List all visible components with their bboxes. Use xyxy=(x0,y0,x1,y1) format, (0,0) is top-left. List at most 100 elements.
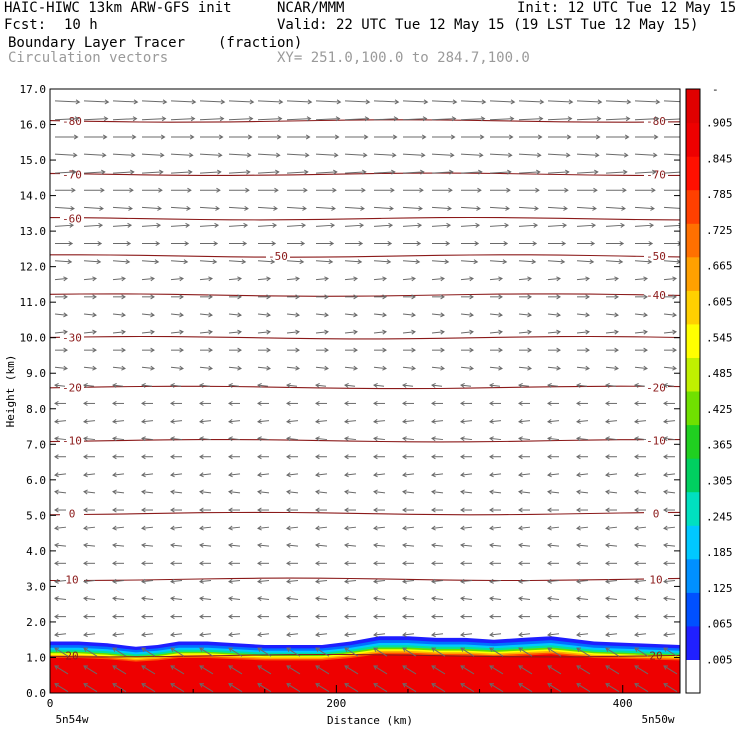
x-tick-label: 0 xyxy=(47,697,54,710)
wind-vector xyxy=(199,436,212,442)
wind-vector xyxy=(344,312,358,318)
wind-vector xyxy=(142,347,155,353)
wind-vector xyxy=(634,418,647,424)
wind-vector xyxy=(258,294,271,300)
wind-vector xyxy=(286,418,299,424)
wind-vector xyxy=(402,665,417,675)
wind-vector xyxy=(605,560,617,566)
contour--30 xyxy=(50,335,680,340)
wind-vector xyxy=(199,489,212,495)
org-label: NCAR/MMM xyxy=(277,0,345,16)
wind-vector xyxy=(518,418,531,424)
wind-vector xyxy=(257,169,280,175)
wind-vector xyxy=(460,632,473,638)
wind-vector xyxy=(228,632,241,638)
wind-vector xyxy=(83,489,96,495)
wind-vector xyxy=(431,436,444,442)
wind-vector xyxy=(286,169,309,175)
wind-vector xyxy=(374,294,387,300)
wind-vector xyxy=(547,578,560,584)
wind-vector xyxy=(54,542,67,548)
wind-vector xyxy=(460,525,473,531)
wind-vector xyxy=(112,472,125,478)
wind-vector xyxy=(374,187,395,193)
wind-vector xyxy=(141,276,155,282)
wind-vector xyxy=(258,134,282,140)
wind-vector xyxy=(547,489,560,495)
wind-vector xyxy=(402,542,415,548)
wind-vector xyxy=(315,647,330,657)
wind-vector xyxy=(228,614,240,620)
y-axis-title: Height (km) xyxy=(4,355,17,428)
wind-vector xyxy=(344,222,365,228)
colorbar-label: .005 xyxy=(706,653,733,666)
wind-vector xyxy=(605,472,618,478)
wind-vector xyxy=(402,614,414,620)
wind-vector xyxy=(199,472,212,478)
wind-vector xyxy=(634,472,647,478)
colorbar-frame xyxy=(685,88,701,694)
contour-label: -50 xyxy=(268,250,288,263)
wind-vector xyxy=(373,489,386,495)
wind-vector xyxy=(576,276,590,282)
wind-vector xyxy=(228,647,243,657)
wind-vector xyxy=(257,454,269,460)
wind-vector xyxy=(344,560,356,566)
wind-vector xyxy=(345,187,366,193)
wind-vector xyxy=(460,276,474,282)
wind-vector xyxy=(257,525,270,531)
wind-vector xyxy=(663,632,676,638)
wind-vector xyxy=(316,241,335,247)
colorbar-label: .545 xyxy=(706,331,733,344)
wind-vector xyxy=(228,665,243,675)
wind-vector xyxy=(460,436,473,442)
wind-vector xyxy=(257,312,271,318)
wind-vector xyxy=(170,418,183,424)
wind-vector xyxy=(547,329,561,335)
wind-vector xyxy=(315,436,328,442)
wind-vector xyxy=(547,116,573,122)
wind-vector xyxy=(258,241,277,247)
wind-vector xyxy=(344,152,368,158)
wind-vector xyxy=(431,400,443,406)
wind-vector xyxy=(112,382,124,388)
wind-vector xyxy=(634,329,648,335)
wind-vector xyxy=(200,347,213,353)
wind-vector xyxy=(286,400,298,406)
wind-vector xyxy=(199,382,211,388)
wind-vector xyxy=(373,578,386,584)
wind-vector xyxy=(228,152,252,158)
contour-label: -10 xyxy=(646,435,666,448)
wind-vector xyxy=(518,525,531,531)
wind-vector xyxy=(344,683,359,693)
wind-vector xyxy=(315,683,330,693)
wind-vector xyxy=(170,507,182,513)
wind-vector xyxy=(518,489,531,495)
wind-vector xyxy=(54,596,67,602)
wind-vector xyxy=(170,454,182,460)
wind-vector xyxy=(344,382,356,388)
wind-vector xyxy=(228,578,241,584)
wind-vector xyxy=(518,560,530,566)
wind-vector xyxy=(606,294,619,300)
wind-vector xyxy=(257,665,272,675)
wind-vector xyxy=(199,683,214,693)
wind-vector xyxy=(577,187,598,193)
wind-vector xyxy=(315,489,328,495)
wind-vector xyxy=(286,454,298,460)
wind-vector xyxy=(141,578,154,584)
wind-vector xyxy=(170,472,183,478)
wind-vector xyxy=(634,665,649,675)
wind-vector xyxy=(199,560,211,566)
x-tick-label: 200 xyxy=(326,697,346,710)
wind-vector xyxy=(228,454,240,460)
colorbar-label: .305 xyxy=(706,474,733,487)
wind-vector xyxy=(83,596,96,602)
wind-vector xyxy=(112,276,126,282)
wind-vector xyxy=(489,489,502,495)
wind-vector xyxy=(374,241,393,247)
y-tick-label: 1.0 xyxy=(26,651,46,664)
wind-vector xyxy=(315,312,329,318)
wind-vector xyxy=(54,665,69,675)
wind-vector xyxy=(431,525,444,531)
